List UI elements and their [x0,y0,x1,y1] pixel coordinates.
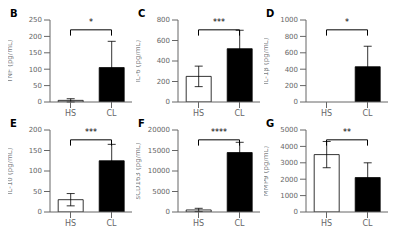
html-text:B: B [10,8,18,19]
svg-text:***: *** [85,128,97,137]
svg-text:CL: CL [362,219,373,228]
svg-text:**: ** [343,128,351,137]
svg-text:*: * [345,18,349,27]
svg-text:3000: 3000 [280,159,298,167]
svg-text:HS: HS [321,219,332,228]
svg-text:2000: 2000 [280,176,298,184]
svg-text:400: 400 [285,66,298,74]
svg-text:150: 150 [29,147,42,155]
svg-text:*: * [89,18,93,27]
svg-text:20000: 20000 [148,126,170,134]
svg-text:IL-6 (pg/mL): IL-6 (pg/mL) [136,40,142,83]
svg-text:400: 400 [157,57,170,65]
svg-text:CL: CL [106,109,117,118]
svg-text:1000: 1000 [280,192,298,200]
svg-text:MMP9 (pg/mL): MMP9 (pg/mL) [264,146,270,197]
svg-text:10000: 10000 [148,167,170,175]
svg-text:0: 0 [294,98,298,106]
svg-text:IL-10 (pg/mL): IL-10 (pg/mL) [8,147,14,194]
svg-text:CL: CL [234,219,245,228]
html-text:C: C [138,8,146,19]
svg-text:TNF (pg/mL): TNF (pg/mL) [8,39,14,83]
html-text:G: G [266,118,275,129]
svg-text:200: 200 [157,78,170,86]
svg-text:CL: CL [362,109,373,118]
svg-text:CL: CL [234,109,245,118]
svg-text:200: 200 [285,82,298,90]
svg-text:200: 200 [29,126,42,134]
svg-text:CL: CL [106,219,117,228]
html-text:D: D [266,8,275,19]
svg-text:***: *** [213,18,225,27]
svg-text:50: 50 [33,188,42,196]
svg-text:15000: 15000 [148,147,170,155]
svg-text:HS: HS [65,219,76,228]
svg-text:250: 250 [29,16,42,24]
svg-text:HS: HS [65,109,76,118]
svg-text:****: **** [211,128,227,137]
html-text:E: E [10,118,17,129]
svg-text:HS: HS [193,219,204,228]
svg-text:HS: HS [321,109,332,118]
svg-text:0: 0 [294,208,298,216]
svg-text:0: 0 [166,208,170,216]
svg-text:50: 50 [33,82,42,90]
svg-text:600: 600 [285,49,298,57]
html-text:F: F [138,118,145,129]
svg-text:800: 800 [285,33,298,41]
svg-text:4000: 4000 [280,143,298,151]
svg-text:600: 600 [157,37,170,45]
svg-text:100: 100 [29,66,42,74]
svg-text:200: 200 [29,33,42,41]
svg-text:800: 800 [157,16,170,24]
svg-text:0: 0 [166,98,170,106]
svg-text:0: 0 [38,208,42,216]
svg-text:IL-1β (pg/mL): IL-1β (pg/mL) [264,37,270,84]
svg-text:0: 0 [38,98,42,106]
svg-text:HS: HS [193,109,204,118]
svg-text:5000: 5000 [280,126,298,134]
svg-text:5000: 5000 [152,188,170,196]
svg-text:100: 100 [29,167,42,175]
svg-text:150: 150 [29,49,42,57]
svg-text:sCD163 (pg/mL): sCD163 (pg/mL) [136,142,142,199]
svg-text:1000: 1000 [280,16,298,24]
